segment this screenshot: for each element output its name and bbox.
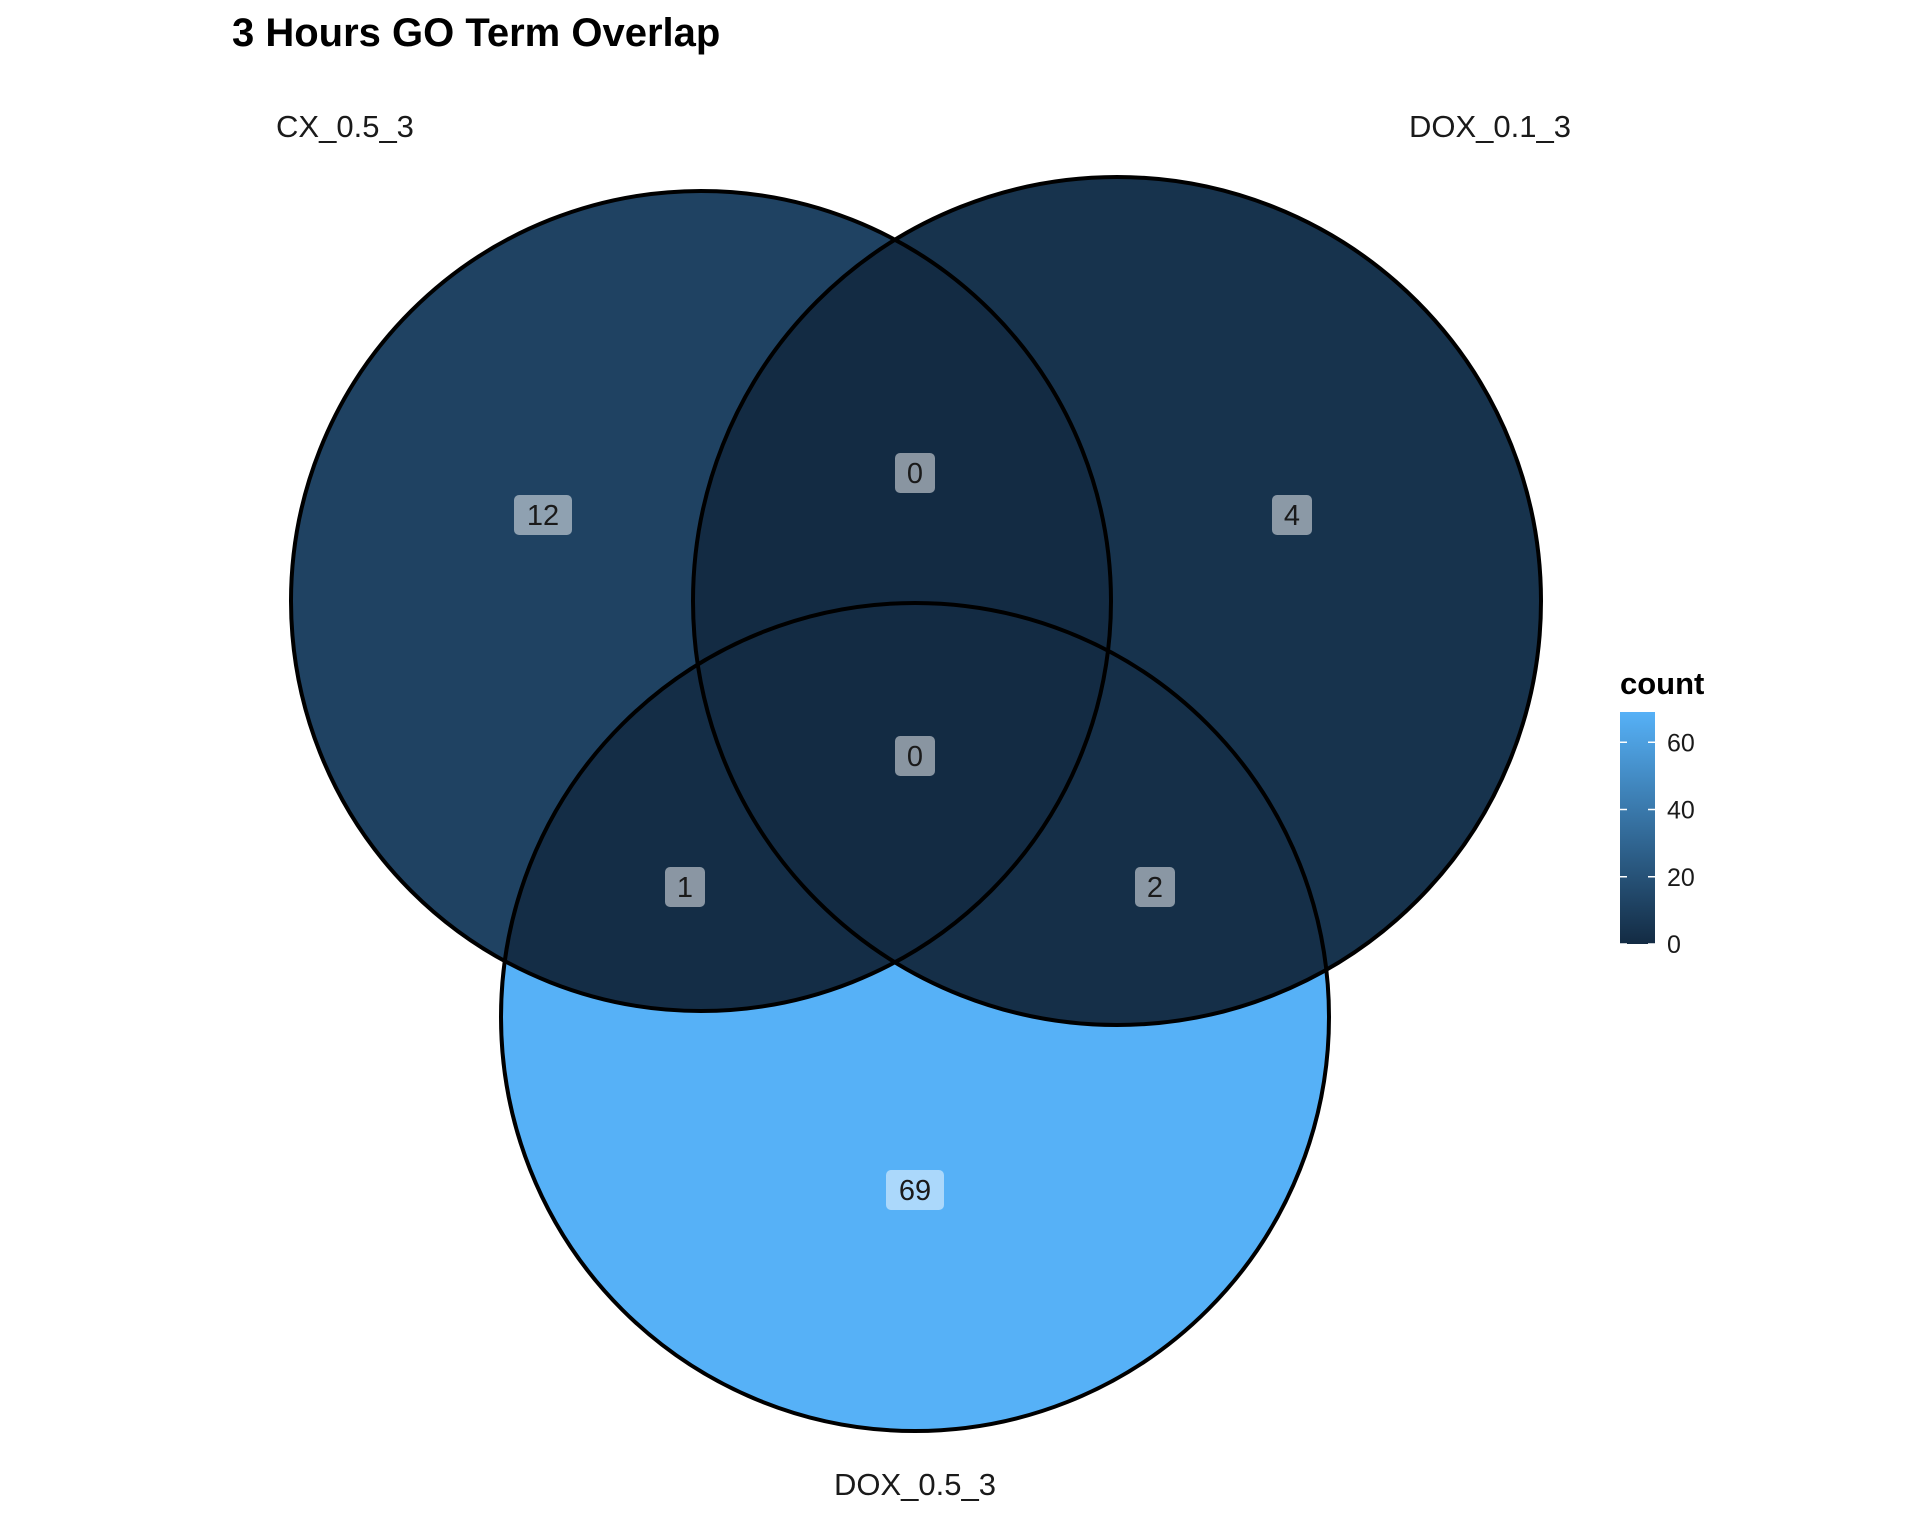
region-dox-0-5-3-count-label-bg xyxy=(886,1170,944,1210)
region-cx-0-5-3-and-dox-0-1-3-and-dox-0-5-3-count-label: 0 xyxy=(895,736,935,776)
set-outline-dox-0-5-3 xyxy=(499,601,1331,1433)
region-cx-0-5-3-and-dox-0-1-3-count-text: 0 xyxy=(907,458,923,490)
region-dox-0-1-3-and-dox-0-5-3-count-label-bg xyxy=(1135,867,1175,907)
region-dox-0-1-3-count-label: 4 xyxy=(1272,495,1312,535)
legend: count 0 20 40 60 xyxy=(1620,666,1704,959)
chart-title: 3 Hours GO Term Overlap xyxy=(232,11,720,55)
region-dox-0-1-3-and-dox-0-5-3-count-label: 2 xyxy=(1135,867,1175,907)
region-cx-0-5-3-count-label: 12 xyxy=(514,495,572,535)
legend-ticks: 0 20 40 60 xyxy=(1620,729,1695,959)
venn-outlines xyxy=(289,175,1543,1433)
venn-regions xyxy=(291,177,1541,1431)
region-cx-0-5-3-count-label-bg xyxy=(514,495,572,535)
set-label-cx-0-5-3: CX_0.5_3 xyxy=(276,109,414,144)
set-label-dox-0-5-3: DOX_0.5_3 xyxy=(834,1467,996,1502)
region-cx-0-5-3-and-dox-0-5-3-count-label-bg xyxy=(665,867,705,907)
region-cx-0-5-3-and-dox-0-1-3-and-dox-0-5-3-fill xyxy=(693,603,1111,1011)
region-dox-0-1-3-count-text: 4 xyxy=(1284,500,1300,532)
legend-tick-label-20: 20 xyxy=(1667,864,1695,892)
region-cx-0-5-3-and-dox-0-1-3-count-label: 0 xyxy=(895,453,935,493)
legend-colorbar xyxy=(1620,712,1655,944)
region-cx-0-5-3-and-dox-0-1-3-count-label-bg xyxy=(895,453,935,493)
set-label-dox-0-1-3: DOX_0.1_3 xyxy=(1409,109,1571,144)
set-outline-dox-0-1-3 xyxy=(691,175,1543,1027)
region-cx-0-5-3-and-dox-0-5-3-count-label: 1 xyxy=(665,867,705,907)
region-dox-0-5-3-count-label: 69 xyxy=(886,1170,944,1210)
set-outline-cx-0-5-3 xyxy=(289,189,1113,1013)
region-dox-0-5-3-count-text: 69 xyxy=(899,1175,931,1207)
legend-title: count xyxy=(1620,666,1704,701)
region-cx-0-5-3-and-dox-0-5-3-count-text: 1 xyxy=(677,872,693,904)
region-cx-0-5-3-and-dox-0-1-3-and-dox-0-5-3-count-text: 0 xyxy=(907,741,923,773)
region-cx-0-5-3-and-dox-0-1-3-and-dox-0-5-3-count-label-bg xyxy=(895,736,935,776)
legend-tick-label-0: 0 xyxy=(1667,931,1681,959)
region-dox-0-1-3-count-label-bg xyxy=(1272,495,1312,535)
region-dox-0-1-3-and-dox-0-5-3-count-text: 2 xyxy=(1147,872,1163,904)
legend-tick-label-60: 60 xyxy=(1667,729,1695,757)
legend-tick-label-40: 40 xyxy=(1667,797,1695,825)
region-cx-0-5-3-count-text: 12 xyxy=(527,500,559,532)
